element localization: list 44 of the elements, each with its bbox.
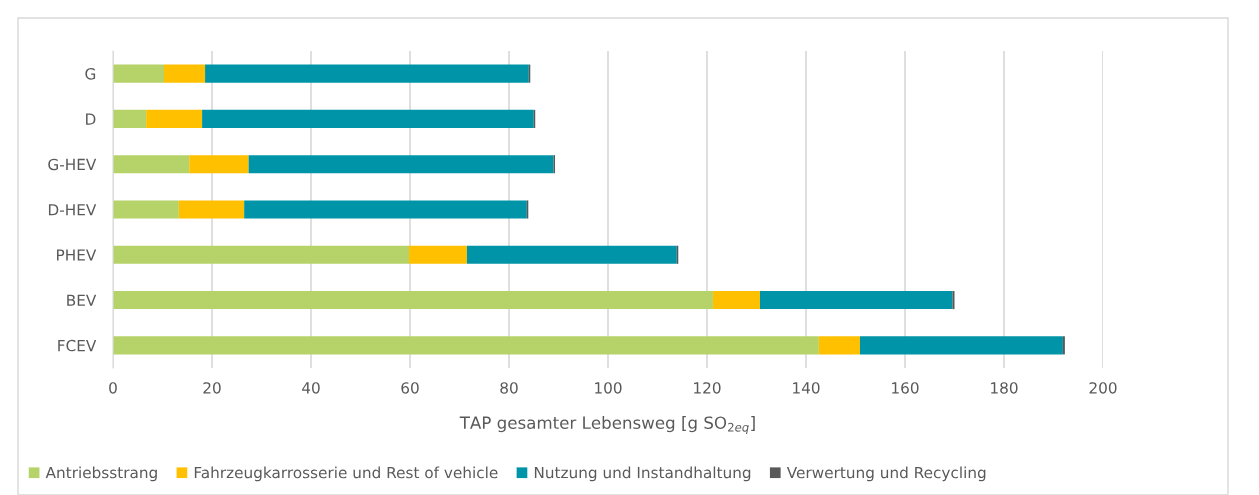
legend-label: Nutzung und Instandhaltung xyxy=(534,466,751,482)
bar xyxy=(113,336,819,355)
y-tick-label: G xyxy=(85,68,96,80)
bar xyxy=(818,336,860,355)
y-tick-label: PHEV xyxy=(57,249,97,261)
bar xyxy=(859,336,1063,355)
bar xyxy=(759,291,953,310)
x-tick-label: 80 xyxy=(500,382,518,394)
bar xyxy=(202,109,534,128)
bar xyxy=(712,291,760,310)
x-tick-label: 100 xyxy=(595,382,622,394)
x-tick-label: 200 xyxy=(1089,382,1117,394)
legend-label: Antriebsstrang xyxy=(45,466,157,482)
y-tick-label: G-HEV xyxy=(48,158,97,171)
bar xyxy=(146,109,203,128)
bar xyxy=(163,64,206,83)
bar xyxy=(189,155,249,174)
bar xyxy=(113,245,410,264)
bar xyxy=(205,64,529,83)
x-tick-label: 20 xyxy=(203,382,221,394)
bar xyxy=(244,200,527,219)
bar xyxy=(466,245,677,264)
bar xyxy=(113,155,190,174)
legend-label: Verwertung und Recycling xyxy=(786,466,986,482)
y-tick-label: BEV xyxy=(67,294,97,306)
y-tick-label: D-HEV xyxy=(48,204,97,216)
x-tick-label: 120 xyxy=(694,382,721,394)
bar xyxy=(113,64,164,83)
x-axis-title: TAP gesamter Lebensweg [g SO$_{2eq}$] xyxy=(459,416,755,434)
bar xyxy=(409,245,467,264)
y-tick-label: FCEV xyxy=(58,339,97,352)
bar xyxy=(178,200,245,219)
bar xyxy=(248,155,554,174)
legend-label: Fahrzeugkarrosserie und Rest of vehicle xyxy=(194,466,498,482)
bar xyxy=(113,109,147,128)
bar xyxy=(113,291,713,310)
x-tick-label: 0 xyxy=(109,382,117,394)
x-tick-label: 160 xyxy=(892,382,919,394)
x-tick-label: 140 xyxy=(793,382,820,394)
x-tick-label: 180 xyxy=(991,382,1018,394)
x-tick-label: 60 xyxy=(401,382,419,394)
x-tick-label: 40 xyxy=(302,382,320,394)
bar xyxy=(113,200,179,219)
y-tick-label: D xyxy=(86,113,96,125)
